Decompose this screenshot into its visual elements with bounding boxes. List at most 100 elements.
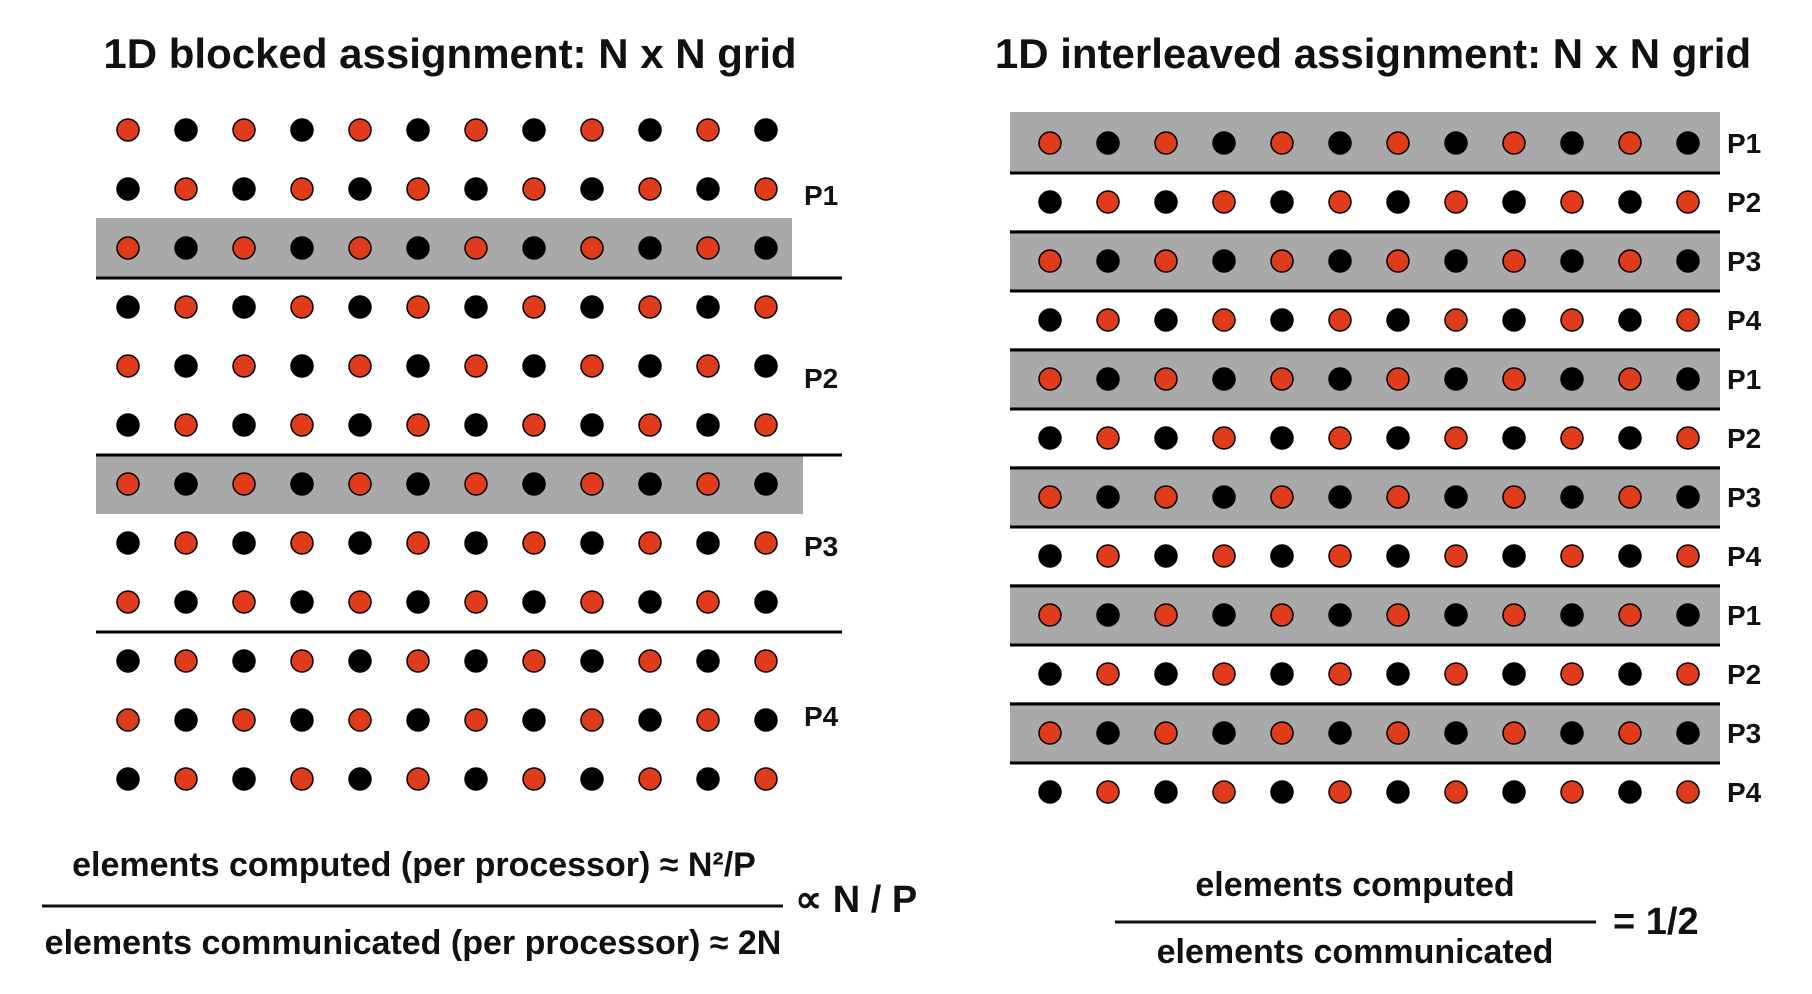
grid-dot <box>1444 367 1468 391</box>
grid-dot <box>1038 131 1062 155</box>
grid-dot <box>1618 662 1642 686</box>
grid-dot <box>290 590 314 614</box>
grid-dot <box>580 118 604 142</box>
left-label-p1: P1 <box>804 180 838 211</box>
grid-dot <box>1212 426 1236 450</box>
grid-dot <box>1386 426 1410 450</box>
grid-dot <box>580 590 604 614</box>
grid-dot <box>348 708 372 732</box>
grid-dot <box>1386 662 1410 686</box>
grid-dot <box>116 118 140 142</box>
grid-dot <box>232 236 256 260</box>
grid-dot <box>232 590 256 614</box>
grid-dot <box>1154 721 1178 745</box>
grid-dot <box>1676 308 1700 332</box>
grid-dot <box>290 708 314 732</box>
grid-dot <box>580 708 604 732</box>
grid-dot <box>1560 131 1584 155</box>
grid-dot <box>1560 190 1584 214</box>
grid-dot <box>406 708 430 732</box>
grid-dot <box>1560 780 1584 804</box>
row-label: P1 <box>1727 128 1761 159</box>
grid-dot <box>1212 190 1236 214</box>
grid-dot <box>1270 367 1294 391</box>
grid-dot <box>1270 190 1294 214</box>
grid-dot <box>1676 190 1700 214</box>
grid-dot <box>1676 780 1700 804</box>
grid-dot <box>1560 544 1584 568</box>
grid-dot <box>638 236 662 260</box>
grid-dot <box>1328 190 1352 214</box>
grid-dot <box>1502 721 1526 745</box>
grid-dot <box>1212 131 1236 155</box>
grid-dot <box>580 177 604 201</box>
grid-dot <box>1154 426 1178 450</box>
grid-dot <box>290 531 314 555</box>
grid-dot <box>1502 367 1526 391</box>
grid-dot <box>1502 603 1526 627</box>
grid-dot <box>406 767 430 791</box>
grid-dot <box>754 472 778 496</box>
grid-dot <box>1444 780 1468 804</box>
left-formula-numerator: elements computed (per processor) ≈ N²/P <box>72 846 756 884</box>
grid-dot <box>1560 662 1584 686</box>
grid-dot <box>1212 308 1236 332</box>
right-row-labels: P1 P2 P3 P4 P1 P2 P3 P4 P1 P2 P3 P4 <box>1727 128 1762 808</box>
grid-dot <box>464 531 488 555</box>
grid-dot <box>1328 131 1352 155</box>
grid-dot <box>1328 367 1352 391</box>
grid-dot <box>464 472 488 496</box>
row-label: P3 <box>1727 246 1761 277</box>
grid-dot <box>232 708 256 732</box>
grid-dot <box>174 295 198 319</box>
highlight-band <box>1010 702 1720 762</box>
grid-dot <box>1502 485 1526 509</box>
grid-dot <box>522 472 546 496</box>
grid-dot <box>116 413 140 437</box>
grid-dot <box>1038 603 1062 627</box>
grid-dot <box>348 413 372 437</box>
grid-dot <box>232 531 256 555</box>
grid-dot <box>754 531 778 555</box>
grid-dot <box>232 413 256 437</box>
grid-dot <box>1328 544 1352 568</box>
right-dot-grid <box>1038 131 1700 804</box>
grid-dot <box>1212 485 1236 509</box>
grid-dot <box>348 354 372 378</box>
grid-dot <box>1444 131 1468 155</box>
grid-dot <box>1154 780 1178 804</box>
grid-dot <box>1444 485 1468 509</box>
grid-dot <box>232 118 256 142</box>
grid-dot <box>638 177 662 201</box>
grid-dot <box>348 177 372 201</box>
grid-dot <box>754 649 778 673</box>
grid-dot <box>1444 190 1468 214</box>
grid-dot <box>116 649 140 673</box>
grid-dot <box>464 295 488 319</box>
grid-dot <box>232 295 256 319</box>
grid-dot <box>348 767 372 791</box>
grid-dot <box>174 413 198 437</box>
grid-dot <box>348 118 372 142</box>
grid-dot <box>522 354 546 378</box>
grid-dot <box>290 649 314 673</box>
row-label: P3 <box>1727 482 1761 513</box>
grid-dot <box>696 590 720 614</box>
row-label: P1 <box>1727 600 1761 631</box>
grid-dot <box>174 472 198 496</box>
interleaved-assignment-panel: 1D interleaved assignment: N x N grid P1… <box>995 30 1762 971</box>
grid-dot <box>348 531 372 555</box>
grid-dot <box>174 649 198 673</box>
grid-dot <box>406 649 430 673</box>
grid-dot <box>290 118 314 142</box>
grid-dot <box>1270 721 1294 745</box>
grid-dot <box>1386 544 1410 568</box>
grid-dot <box>1038 780 1062 804</box>
left-divider-lines <box>96 276 842 634</box>
left-title: 1D blocked assignment: N x N grid <box>103 30 796 77</box>
grid-dot <box>348 590 372 614</box>
grid-dot <box>1676 485 1700 509</box>
grid-dot <box>696 236 720 260</box>
left-label-p4: P4 <box>804 701 839 732</box>
right-highlight-bands <box>1010 112 1720 762</box>
